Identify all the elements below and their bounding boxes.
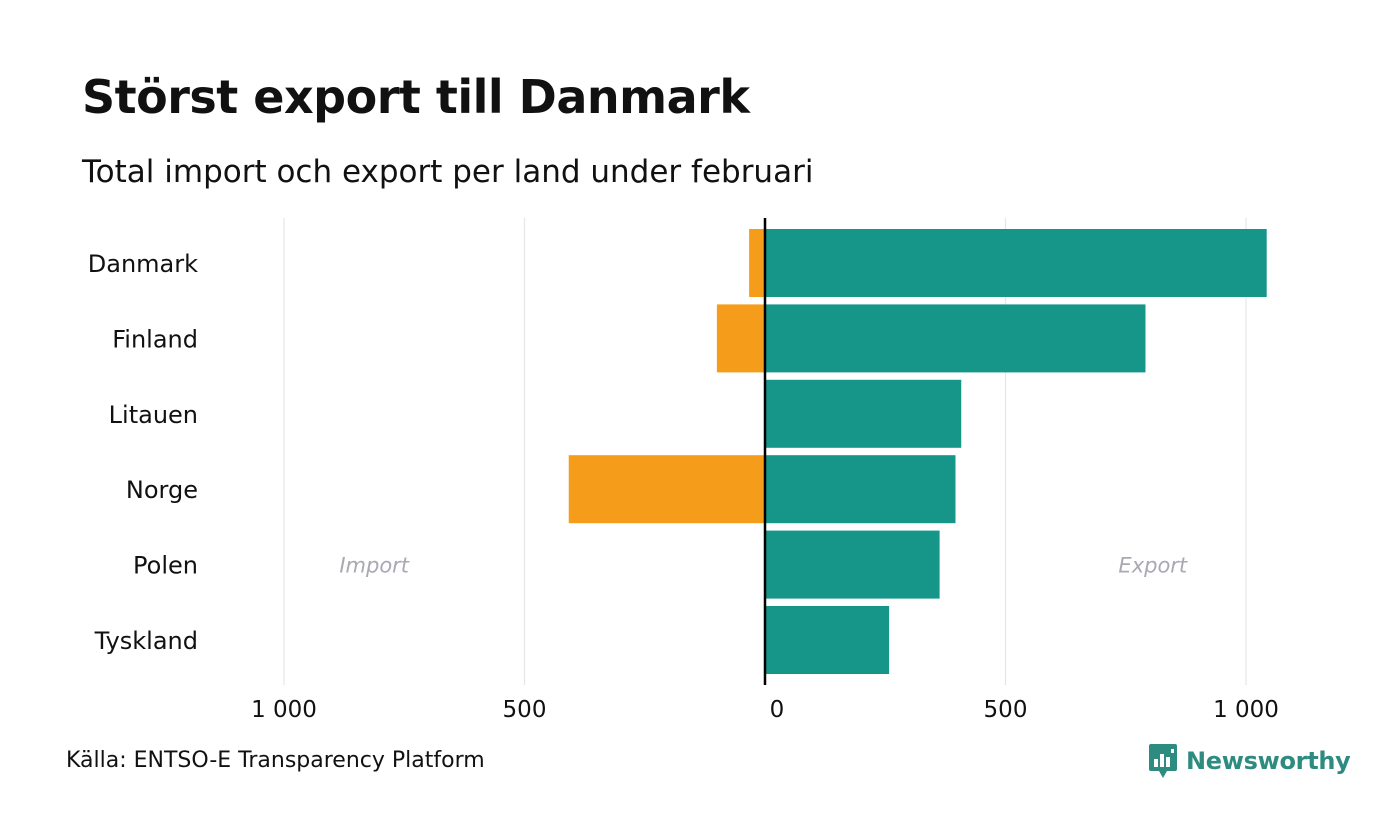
- export-bar-tyskland: [765, 606, 890, 674]
- import-bar-danmark: [749, 229, 765, 297]
- export-bar-norge: [765, 455, 956, 524]
- newsworthy-logo-icon: [1149, 744, 1177, 778]
- import-bar-norge: [568, 455, 765, 524]
- chart-title: Störst export till Danmark: [82, 70, 750, 124]
- logo-text: Newsworthy: [1186, 747, 1351, 775]
- x-tick-label-3: 500: [984, 697, 1028, 723]
- category-label-danmark: Danmark: [88, 250, 198, 278]
- annotation-import: Import: [339, 554, 409, 578]
- export-bar-litauen: [765, 379, 962, 448]
- category-label-finland: Finland: [112, 325, 198, 353]
- annotation-export: Export: [1118, 554, 1188, 578]
- chart-subtitle: Total import och export per land under f…: [82, 154, 814, 190]
- export-bar-danmark: [765, 229, 1267, 297]
- x-tick-label-4: 1 000: [1213, 697, 1279, 723]
- import-bar-finland: [716, 304, 765, 373]
- category-label-tyskland: Tyskland: [94, 627, 198, 655]
- export-bar-finland: [765, 304, 1146, 373]
- x-tick-label-2: 0: [770, 697, 785, 723]
- x-tick-label-0: 1 000: [251, 697, 317, 723]
- source-note: Källa: ENTSO-E Transparency Platform: [66, 748, 485, 773]
- category-label-litauen: Litauen: [109, 401, 198, 429]
- category-label-polen: Polen: [133, 552, 198, 580]
- export-bar-polen: [765, 530, 940, 599]
- x-tick-label-1: 500: [503, 697, 547, 723]
- category-label-norge: Norge: [126, 476, 198, 504]
- newsworthy-logo: Newsworthy: [1148, 742, 1351, 780]
